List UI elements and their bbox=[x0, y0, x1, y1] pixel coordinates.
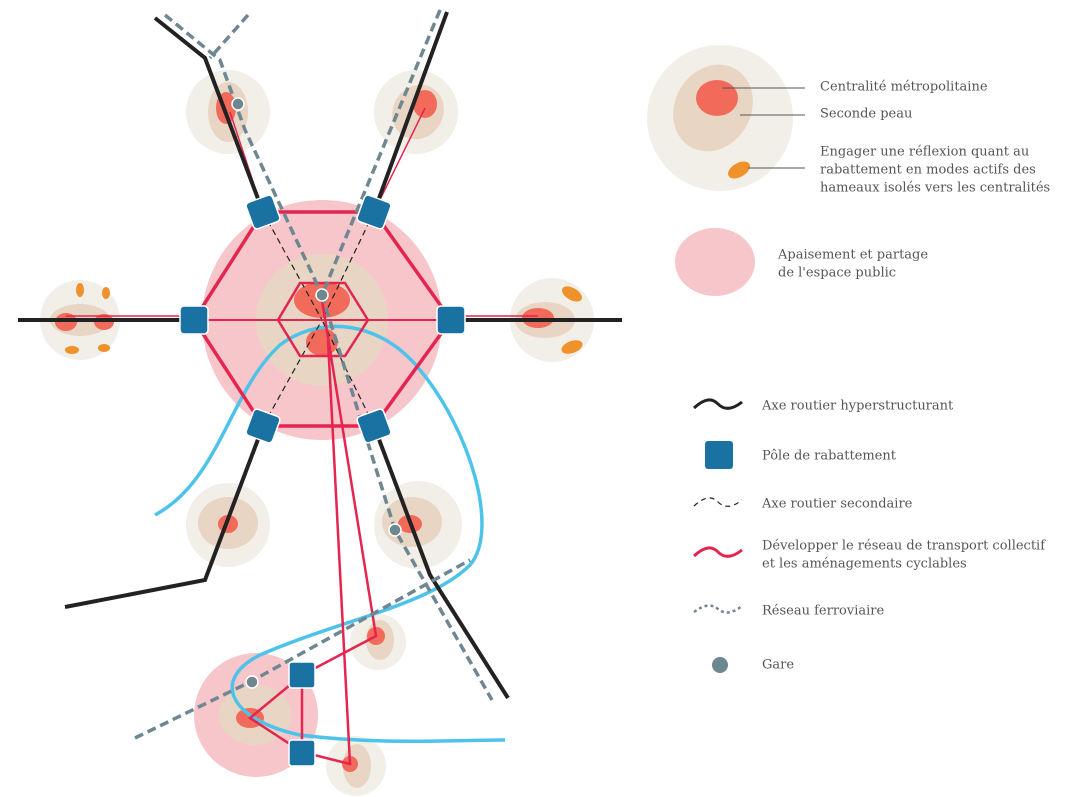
legend-label: Gare bbox=[762, 658, 794, 673]
legend-label: Axe routier hyperstructurant bbox=[761, 399, 954, 414]
legend-label: hameaux isolés vers les centralités bbox=[820, 181, 1050, 196]
legend-icons bbox=[647, 45, 805, 673]
legend-label: de l'espace public bbox=[778, 266, 896, 281]
legend-label: Seconde peau bbox=[820, 107, 912, 122]
legend-label: Pôle de rabattement bbox=[762, 449, 897, 464]
map bbox=[18, 9, 622, 796]
legend-label: Engager une réflexion quant au bbox=[820, 145, 1029, 160]
legend-label: Axe routier secondaire bbox=[761, 497, 913, 512]
legend-label: Développer le réseau de transport collec… bbox=[762, 539, 1046, 554]
legend-label: rabattement en modes actifs des bbox=[820, 163, 1036, 178]
legend-label: et les aménagements cyclables bbox=[762, 557, 967, 572]
legend: Centralité métropolitaine Seconde peau Eng… bbox=[761, 80, 1050, 673]
legend-label: Centralité métropolitaine bbox=[820, 80, 988, 95]
legend-label: Réseau ferroviaire bbox=[762, 604, 884, 619]
legend-label: Apaisement et partage bbox=[777, 248, 928, 263]
